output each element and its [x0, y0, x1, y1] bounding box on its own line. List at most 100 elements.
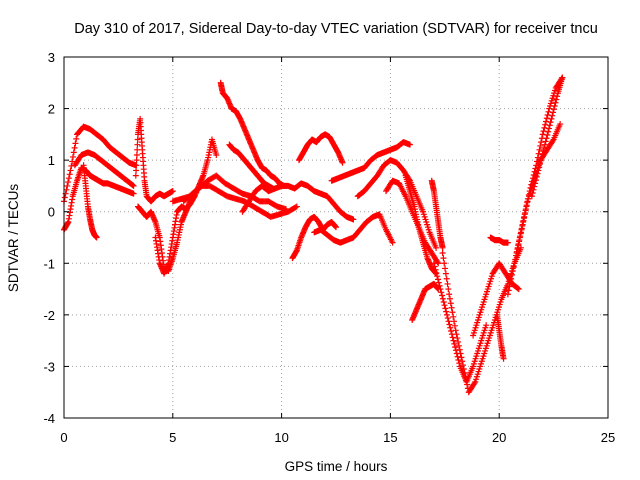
data-point-interp — [541, 144, 548, 151]
data-point-interp — [433, 269, 440, 276]
data-point-interp — [65, 175, 72, 182]
data-point-interp — [524, 199, 531, 206]
series-track-13 — [289, 213, 339, 262]
data-point-interp — [451, 318, 458, 325]
data-point-interp — [540, 128, 547, 135]
data-point — [504, 291, 511, 298]
data-point-interp — [554, 93, 561, 100]
data-point-interp — [453, 331, 460, 338]
data-point-interp — [461, 369, 468, 376]
data-point-interp — [133, 167, 140, 174]
y-tick-label: -1 — [43, 256, 55, 271]
data-point-interp — [443, 275, 450, 282]
data-point-interp — [532, 180, 539, 187]
data-point-interp — [69, 153, 76, 160]
data-point-interp — [545, 125, 552, 132]
data-point — [389, 239, 396, 246]
data-point — [557, 121, 564, 128]
data-point — [535, 167, 542, 174]
x-tick-label: 25 — [601, 430, 615, 445]
y-tick-label: 1 — [48, 153, 55, 168]
data-point-interp — [456, 346, 463, 353]
series-track-8 — [169, 172, 289, 213]
data-point-interp — [537, 142, 544, 149]
data-point-interp — [521, 211, 528, 218]
data-point-interp — [517, 230, 524, 237]
data-point-interp — [444, 280, 451, 287]
data-point — [528, 193, 535, 200]
data-point-interp — [447, 324, 454, 331]
series-track-9 — [180, 182, 300, 220]
data-point-interp — [537, 161, 543, 168]
data-point-interp — [515, 242, 522, 249]
data-point-interp — [543, 115, 550, 122]
data-point-interp — [448, 304, 455, 311]
data-point-interp — [133, 151, 140, 158]
data-point — [130, 182, 137, 189]
data-point-interp — [441, 260, 448, 267]
data-point-interp — [71, 144, 78, 151]
data-point-interp — [446, 295, 453, 302]
y-tick-label: -3 — [43, 359, 55, 374]
data-point — [559, 74, 566, 81]
data-point-interp — [133, 162, 140, 169]
data-point-interp — [134, 136, 141, 143]
data-point — [548, 115, 555, 122]
data-point-interp — [508, 275, 515, 282]
data-point-interp — [518, 226, 525, 233]
data-point-interp — [542, 121, 549, 128]
data-point — [452, 327, 459, 334]
data-point — [430, 260, 437, 267]
series-track-16 — [328, 139, 413, 184]
x-axis-label: GPS time / hours — [285, 459, 388, 474]
data-point-interp — [537, 157, 544, 164]
series-track-11 — [226, 141, 276, 192]
axis-ticks: 0 5 10 15 20 25 -4 -3 -2 -1 0 1 2 3 — [43, 50, 615, 445]
series-track-3 — [80, 162, 100, 241]
data-point-interp — [443, 308, 450, 315]
data-point-interp — [516, 234, 523, 241]
data-point-interp — [66, 171, 73, 178]
data-point-interp — [458, 354, 465, 361]
data-point-interp — [435, 279, 442, 286]
data-point-interp — [73, 135, 80, 142]
series-track-20 — [409, 280, 442, 324]
data-point — [539, 131, 546, 138]
data-point — [406, 141, 413, 148]
data-point — [213, 151, 220, 158]
data-point-interp — [432, 266, 439, 273]
data-point-interp — [509, 268, 516, 275]
data-point-interp — [463, 377, 470, 384]
data-point-interp — [547, 119, 554, 126]
data-point-interp — [544, 112, 551, 119]
data-point-interp — [544, 132, 551, 139]
series-track-26 — [494, 311, 507, 362]
series-track-10 — [217, 79, 287, 189]
data-point — [130, 190, 137, 197]
data-point-interp — [543, 135, 550, 142]
data-point — [293, 203, 300, 210]
chart-title: Day 310 of 2017, Sidereal Day-to-day VTE… — [74, 21, 598, 37]
data-point-interp — [519, 222, 526, 229]
data-point-interp — [533, 173, 540, 180]
data-point-interp — [516, 238, 523, 245]
data-point — [450, 337, 457, 344]
data-point-interp — [133, 157, 140, 164]
series-track-29 — [528, 74, 566, 200]
data-point-interp — [457, 350, 464, 357]
series-track-17 — [354, 157, 440, 251]
data-point-interp — [440, 298, 447, 305]
data-point-interp — [550, 106, 557, 113]
data-point-interp — [549, 112, 556, 119]
data-point-interp — [446, 321, 453, 328]
data-points — [61, 74, 566, 396]
data-point-interp — [435, 276, 441, 283]
data-point-interp — [431, 263, 438, 270]
data-point — [500, 355, 507, 362]
data-point-interp — [536, 164, 543, 171]
data-point — [446, 291, 453, 298]
series-track-24 — [470, 260, 522, 339]
series-track-5 — [132, 115, 176, 205]
data-point-interp — [514, 285, 521, 292]
